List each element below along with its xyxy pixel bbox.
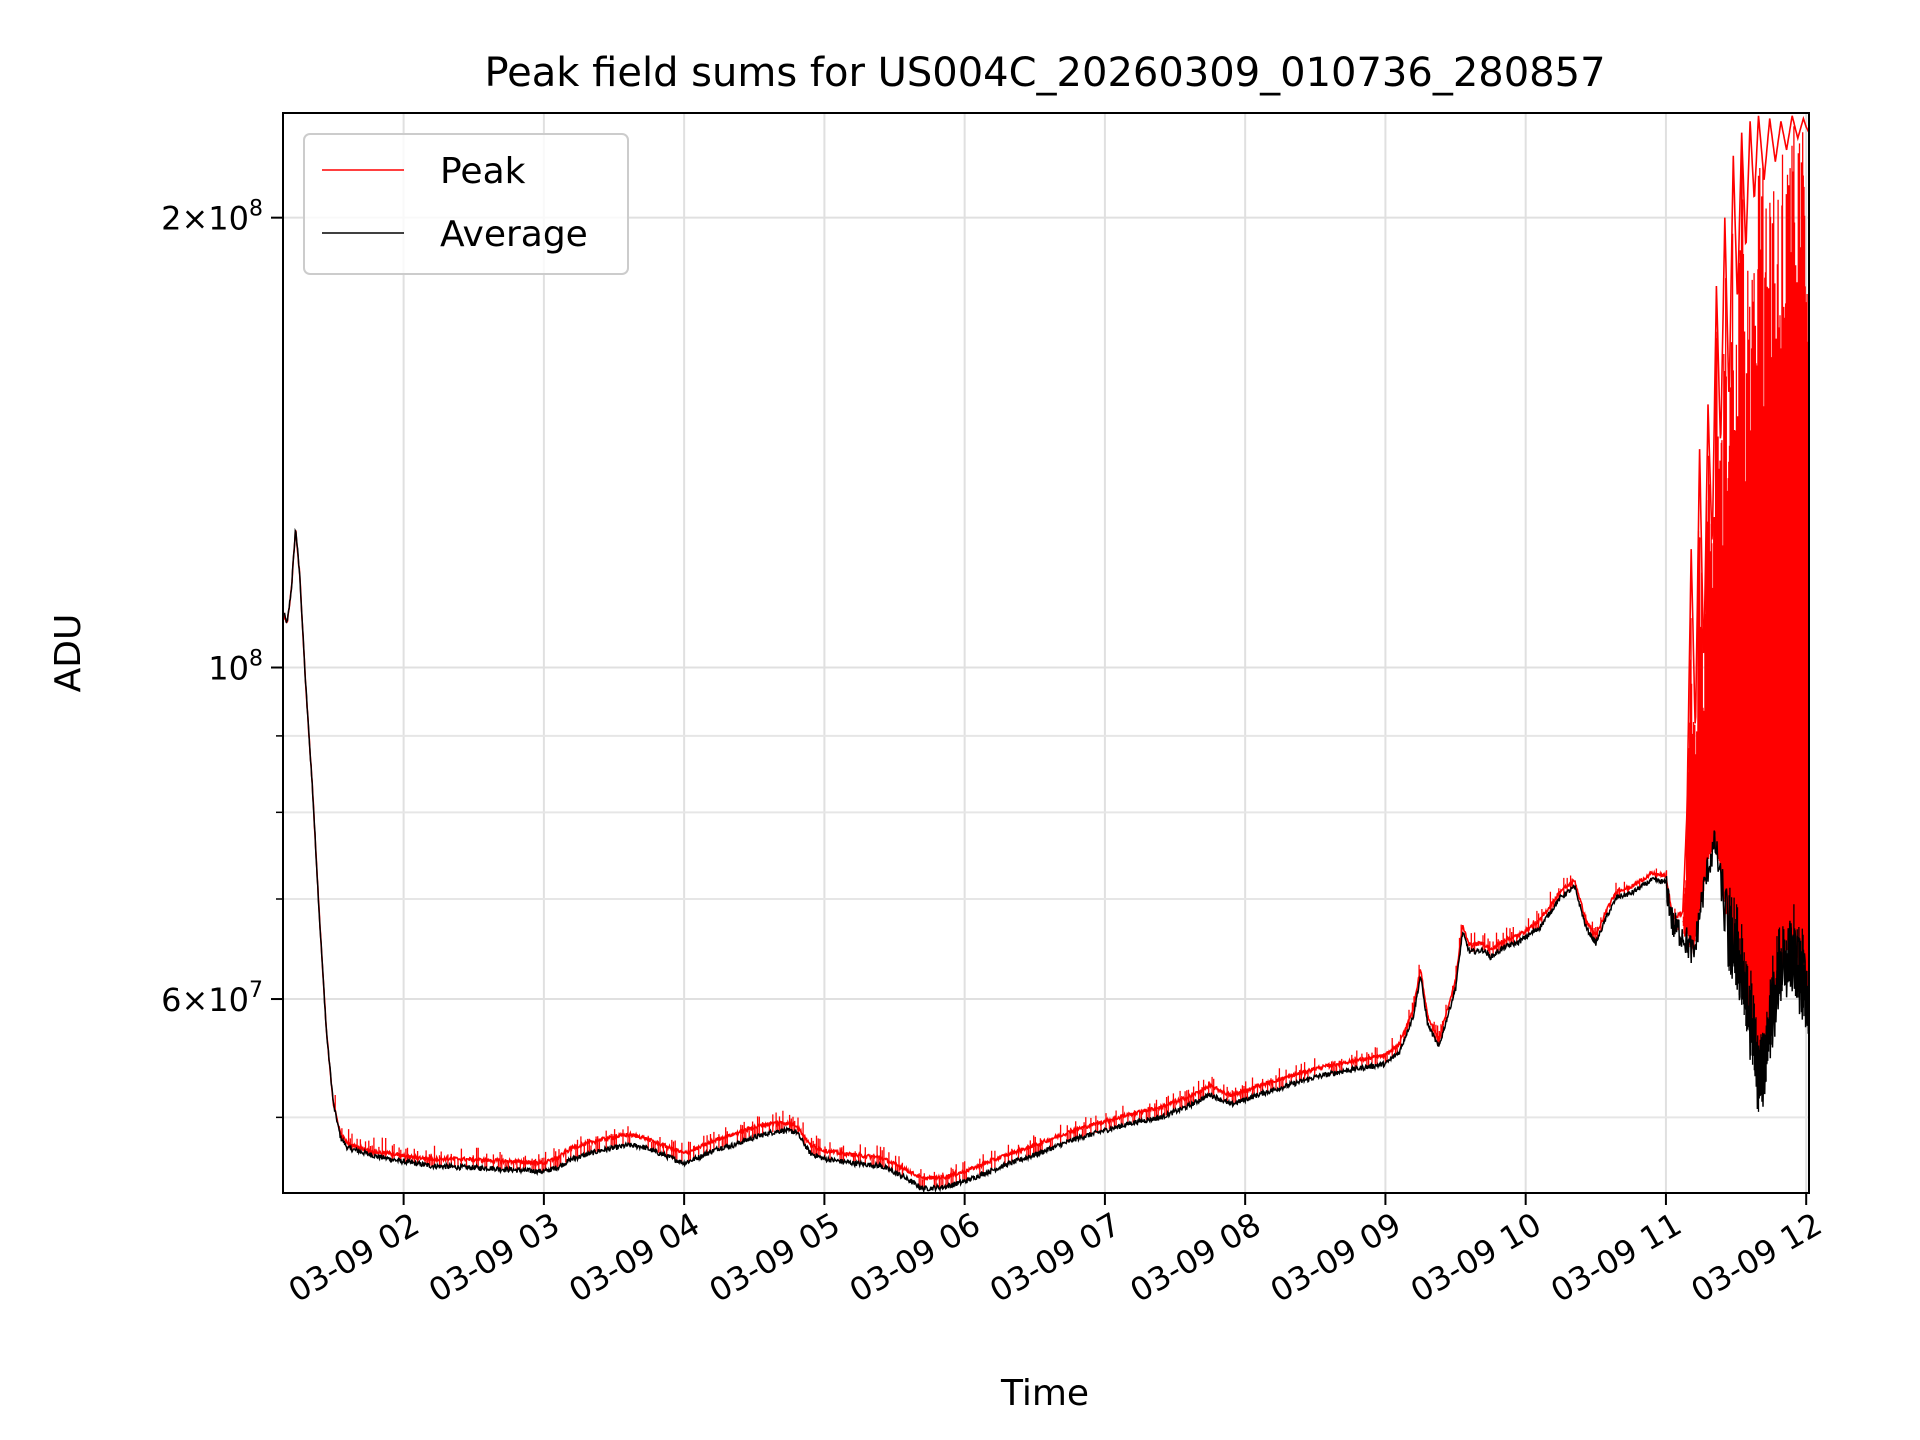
- x-axis-label: Time: [1000, 1373, 1089, 1414]
- chart-title: Peak field sums for US004C_20260309_0107…: [484, 50, 1605, 96]
- y-tick-label: 108: [208, 647, 263, 688]
- legend: Peak Average: [303, 133, 629, 275]
- y-axis-ticks: 6×107 108 2×108: [161, 197, 283, 1119]
- y-tick-label: 2×108: [161, 197, 263, 238]
- y-axis-label: ADU: [48, 614, 89, 693]
- peak-series-line: [283, 115, 1809, 1183]
- series-layer: [283, 115, 1809, 1193]
- y-tick-label: 6×107: [161, 978, 263, 1019]
- legend-average-label: Average: [440, 214, 588, 255]
- plot-area-frame: [282, 112, 1810, 1194]
- legend-box: [303, 133, 629, 275]
- average-series-line: [283, 527, 1809, 1193]
- legend-peak-label: Peak: [440, 151, 526, 192]
